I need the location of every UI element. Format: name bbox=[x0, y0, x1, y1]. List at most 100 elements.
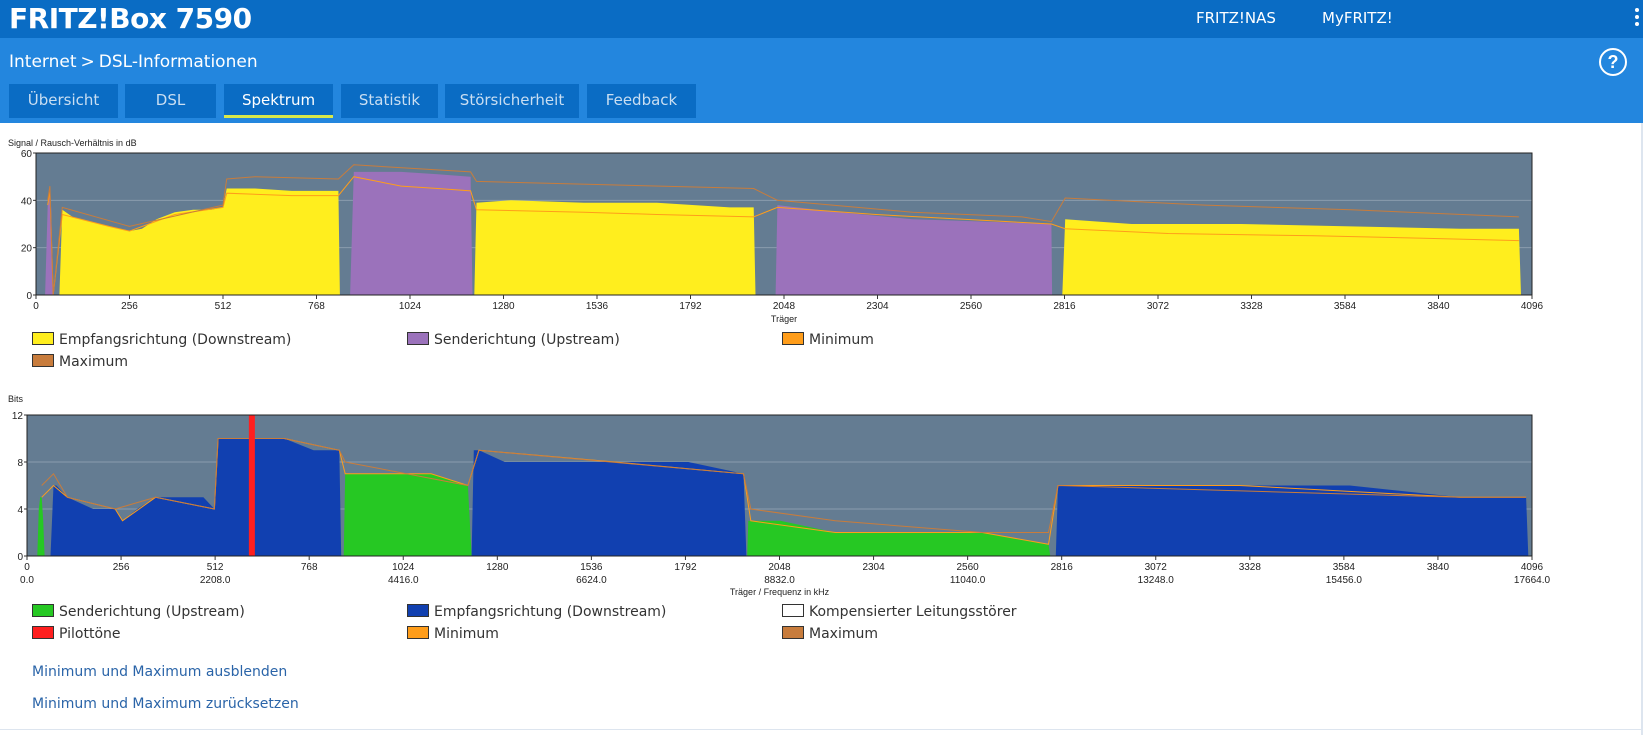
help-icon[interactable]: ? bbox=[1599, 48, 1627, 76]
y-tick-label: 60 bbox=[21, 149, 33, 160]
top-bar: FRITZ!Box 7590 FRITZ!NAS MyFRITZ! bbox=[0, 0, 1643, 38]
legend-bits-upstream: Senderichtung (Upstream) bbox=[32, 604, 245, 620]
navigation-bar: Internet > DSL-Informationen ? Übersicht D… bbox=[0, 38, 1643, 123]
series-line bbox=[41, 438, 1527, 533]
x-tick-label: 3072 bbox=[1145, 562, 1168, 573]
legend-swatch bbox=[407, 626, 429, 639]
breadcrumb-parent[interactable]: Internet bbox=[9, 52, 77, 72]
x-tick-label: 256 bbox=[121, 301, 138, 312]
link-fritz-nas[interactable]: FRITZ!NAS bbox=[1196, 9, 1276, 27]
legend-bits-downstream: Empfangsrichtung (Downstream) bbox=[407, 604, 666, 620]
x-tick-label: 768 bbox=[301, 562, 318, 573]
legend-snr-maximum: Maximum bbox=[32, 354, 128, 370]
scroll-edge bbox=[1641, 123, 1643, 735]
y-axis-label: Signal / Rausch-Verhältnis in dB bbox=[8, 138, 137, 148]
breadcrumb-separator-icon: > bbox=[80, 52, 95, 72]
legend-swatch bbox=[32, 604, 54, 617]
series-line bbox=[41, 438, 1527, 545]
legend-swatch bbox=[782, 626, 804, 639]
x-tick-label: 3072 bbox=[1147, 301, 1170, 312]
legend-snr-downstream: Empfangsrichtung (Downstream) bbox=[32, 332, 291, 348]
series-area bbox=[59, 188, 1521, 295]
x-tick-label: 2816 bbox=[1051, 562, 1074, 573]
freq-tick-label: 6624.0 bbox=[576, 575, 607, 586]
x-tick-label: 1792 bbox=[679, 301, 702, 312]
legend-swatch bbox=[782, 604, 804, 617]
tab-uebersicht[interactable]: Übersicht bbox=[9, 84, 118, 118]
x-tick-label: 512 bbox=[207, 562, 224, 573]
x-tick-label: 3584 bbox=[1334, 301, 1357, 312]
legend-swatch bbox=[782, 332, 804, 345]
legend-swatch bbox=[32, 332, 54, 345]
more-menu-icon[interactable] bbox=[1635, 8, 1639, 29]
tab-spektrum[interactable]: Spektrum bbox=[224, 84, 333, 118]
y-tick-label: 4 bbox=[17, 505, 23, 516]
series-line bbox=[47, 176, 1519, 296]
x-tick-label: 3840 bbox=[1427, 301, 1450, 312]
x-tick-label: 3328 bbox=[1239, 562, 1262, 573]
brand-logo: FRITZ!Box 7590 bbox=[9, 2, 252, 35]
freq-tick-label: 11040.0 bbox=[950, 575, 986, 586]
x-tick-label: 2048 bbox=[768, 562, 791, 573]
pilot-tone-bar bbox=[248, 415, 255, 556]
legend-swatch bbox=[32, 354, 54, 367]
legend-bits-compensated: Kompensierter Leitungsstörer bbox=[782, 604, 1017, 620]
x-tick-label: 0 bbox=[24, 562, 30, 573]
tab-statistik[interactable]: Statistik bbox=[341, 84, 438, 118]
x-tick-label: 1536 bbox=[580, 562, 603, 573]
x-tick-label: 1280 bbox=[486, 562, 509, 573]
legend-snr-minimum: Minimum bbox=[782, 332, 874, 348]
x-tick-label: 512 bbox=[215, 301, 232, 312]
x-tick-label: 1024 bbox=[392, 562, 415, 573]
x-tick-label: 256 bbox=[113, 562, 130, 573]
series-area bbox=[50, 438, 1529, 556]
x-tick-label: 1536 bbox=[586, 301, 609, 312]
legend-bits-minimum: Minimum bbox=[407, 626, 499, 642]
x-tick-label: 3328 bbox=[1240, 301, 1263, 312]
legend-swatch bbox=[407, 332, 429, 345]
legend-swatch bbox=[407, 604, 429, 617]
y-tick-label: 40 bbox=[21, 196, 33, 207]
x-tick-label: 1024 bbox=[399, 301, 422, 312]
tab-feedback[interactable]: Feedback bbox=[587, 84, 696, 118]
series-area bbox=[37, 473, 1051, 556]
x-tick-label: 768 bbox=[308, 301, 325, 312]
y-tick-label: 12 bbox=[12, 411, 24, 422]
series-area bbox=[45, 171, 1053, 295]
x-tick-label: 2560 bbox=[960, 301, 983, 312]
x-tick-label: 2816 bbox=[1053, 301, 1076, 312]
x-tick-label: 2560 bbox=[957, 562, 980, 573]
freq-tick-label: 0.0 bbox=[20, 575, 34, 586]
legend-snr-upstream: Senderichtung (Upstream) bbox=[407, 332, 620, 348]
footer-divider bbox=[0, 729, 1641, 730]
series-line bbox=[47, 164, 1519, 296]
breadcrumb-current: DSL-Informationen bbox=[98, 52, 258, 72]
freq-tick-label: 2208.0 bbox=[200, 575, 231, 586]
x-tick-label: 4096 bbox=[1521, 562, 1544, 573]
legend-bits-maximum: Maximum bbox=[782, 626, 878, 642]
tab-dsl[interactable]: DSL bbox=[125, 84, 216, 118]
x-tick-label: 2048 bbox=[773, 301, 796, 312]
y-tick-label: 0 bbox=[26, 291, 32, 302]
freq-tick-label: 8832.0 bbox=[764, 575, 795, 586]
y-axis-label: Bits bbox=[8, 394, 24, 404]
freq-tick-label: 17664.0 bbox=[1514, 575, 1551, 586]
x-tick-label: 3584 bbox=[1333, 562, 1356, 573]
breadcrumb: Internet > DSL-Informationen bbox=[9, 52, 258, 72]
freq-tick-label: 4416.0 bbox=[388, 575, 419, 586]
tab-stoersicherheit[interactable]: Störsicherheit bbox=[445, 84, 579, 118]
y-tick-label: 8 bbox=[17, 458, 23, 469]
x-tick-label: 4096 bbox=[1521, 301, 1544, 312]
x-axis-label: Träger bbox=[771, 314, 797, 324]
freq-tick-label: 13248.0 bbox=[1138, 575, 1175, 586]
hide-min-max-link[interactable]: Minimum und Maximum ausblenden bbox=[32, 664, 288, 680]
reset-min-max-link[interactable]: Minimum und Maximum zurücksetzen bbox=[32, 696, 299, 712]
freq-tick-label: 15456.0 bbox=[1326, 575, 1363, 586]
x-tick-label: 2304 bbox=[866, 301, 889, 312]
legend-swatch bbox=[32, 626, 54, 639]
x-tick-label: 0 bbox=[33, 301, 39, 312]
link-myfritz[interactable]: MyFRITZ! bbox=[1322, 9, 1393, 27]
x-tick-label: 2304 bbox=[862, 562, 885, 573]
x-tick-label: 3840 bbox=[1427, 562, 1450, 573]
